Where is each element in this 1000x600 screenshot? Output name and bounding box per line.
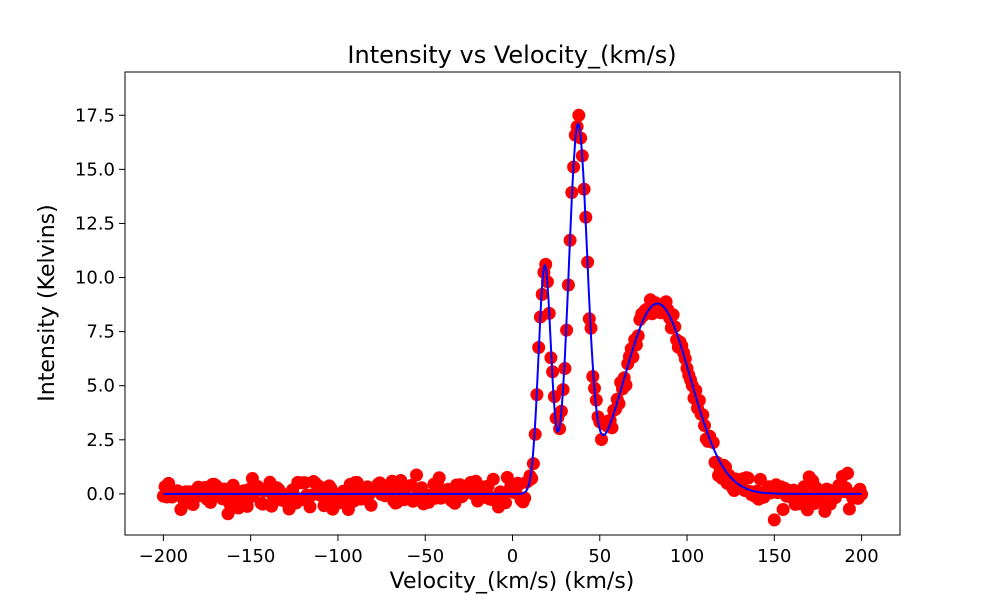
data-points	[156, 108, 869, 527]
data-point	[767, 513, 781, 527]
data-point	[741, 471, 755, 485]
data-point	[526, 457, 540, 471]
data-point	[595, 433, 608, 446]
data-point	[753, 472, 767, 486]
plot-area	[124, 71, 901, 536]
data-point	[226, 478, 240, 492]
y-tick-label: 15.0	[75, 159, 115, 180]
data-point	[499, 496, 512, 510]
fit-line	[163, 122, 862, 495]
y-tick-label: 5.0	[86, 376, 115, 397]
x-tick-label: 150	[757, 546, 791, 567]
data-point	[539, 257, 553, 271]
y-tick-label: 12.5	[75, 213, 115, 234]
data-point	[525, 472, 539, 485]
y-tick-label: 10.0	[75, 268, 115, 289]
y-tick-label: 17.5	[75, 105, 115, 126]
x-tick-label: −150	[226, 546, 275, 567]
x-tick-label: 200	[844, 546, 878, 567]
chart-title: Intensity vs Velocity_(km/s)	[347, 41, 676, 69]
plot-frame	[124, 71, 901, 536]
y-axis-label: Intensity (Kelvins)	[35, 204, 60, 401]
data-point	[303, 500, 317, 514]
x-axis: −200 −150 −100 −50 0 50 100 150 200	[139, 535, 879, 567]
data-point	[842, 502, 856, 516]
data-point	[572, 108, 586, 122]
y-tick-label: 7.5	[86, 322, 115, 343]
data-point	[432, 471, 446, 485]
data-point	[776, 503, 790, 516]
data-point	[605, 421, 619, 435]
data-point	[410, 468, 423, 482]
x-tick-label: −100	[313, 546, 362, 567]
x-tick-label: −200	[139, 546, 188, 567]
data-point	[518, 491, 532, 505]
data-point	[841, 466, 855, 480]
x-axis-label: Velocity_(km/s) (km/s)	[390, 569, 635, 594]
x-tick-label: 100	[670, 546, 704, 567]
x-tick-label: −50	[406, 546, 444, 567]
x-tick-label: 0	[507, 546, 518, 567]
data-point	[324, 482, 338, 495]
y-tick-label: 2.5	[86, 430, 115, 451]
y-axis: 0.0 2.5 5.0 7.5 10.0 12.5 15.0 17.5	[75, 105, 125, 505]
data-point	[364, 498, 378, 512]
x-tick-label: 50	[588, 546, 611, 567]
data-point	[486, 472, 500, 486]
y-tick-label: 0.0	[86, 484, 115, 505]
